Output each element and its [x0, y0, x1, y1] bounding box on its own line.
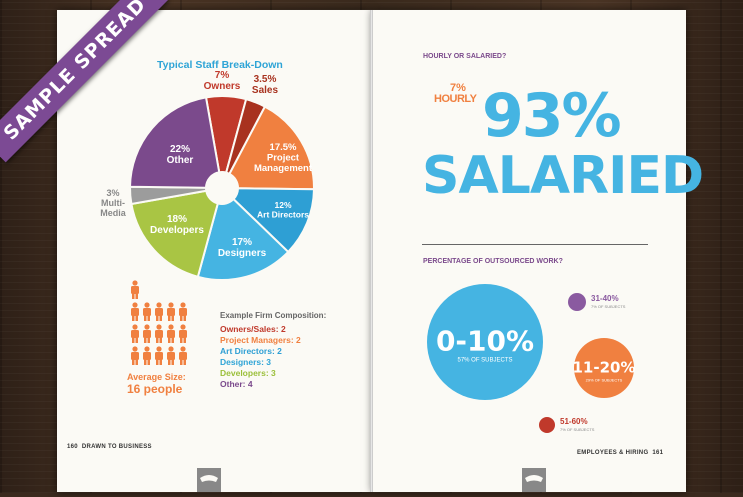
salaried-percent: 93%	[482, 81, 622, 151]
person-icon	[167, 324, 175, 343]
composition-title: Example Firm Composition:	[220, 311, 327, 320]
hourly-label: HOURLY	[434, 93, 477, 105]
person-icon	[143, 302, 151, 321]
bubble-sublabel: 7% OF SUBJECTS	[591, 304, 626, 309]
pie-slice-project-management	[228, 105, 315, 191]
bubble-31-40	[568, 293, 586, 311]
bubble-0-10	[427, 284, 543, 400]
bubble-label: 0-10%	[436, 324, 534, 357]
right-page: HOURLY OR SALARIED? 7% HOURLY 93% SALARI…	[372, 10, 704, 492]
pie-title: Typical Staff Break-Down	[157, 59, 283, 71]
person-icon	[179, 324, 187, 343]
composition-item: Developers: 3	[220, 368, 276, 378]
bubble-label: 51-60%	[560, 417, 588, 426]
composition-item: Project Managers: 2	[220, 335, 301, 345]
bubble-11-20	[574, 338, 634, 398]
bubble-51-60	[539, 417, 555, 433]
bubble-sublabel: 29% OF SUBJECTS	[586, 378, 623, 383]
person-icon	[179, 302, 187, 321]
person-icon	[131, 324, 139, 343]
logo-mask-icon	[522, 468, 546, 492]
footer-page-number: EMPLOYEES & HIRING 161	[577, 450, 664, 456]
pie-slice-other	[128, 96, 221, 189]
person-icon	[131, 346, 139, 365]
bubble-label: 11-20%	[572, 359, 635, 377]
average-size-value: 16 people	[127, 382, 183, 396]
person-icon	[131, 302, 139, 321]
pie-slice-developers	[130, 189, 220, 279]
question-hourly-salaried: HOURLY OR SALARIED?	[423, 53, 507, 60]
pie-label: 7% Owners	[204, 70, 241, 92]
hourly-percent: 7%	[450, 82, 466, 94]
pie-label: 12% Art Directors	[257, 200, 309, 220]
person-icon	[155, 302, 163, 321]
composition-item: Art Directors: 2	[220, 346, 282, 356]
person-icon	[143, 346, 151, 365]
staff-pie-chart: 7% Owners 3.5% Sales 17.5% Project Management 1…	[100, 70, 316, 281]
person-icon	[179, 346, 187, 365]
person-icon	[155, 346, 163, 365]
footer-page-number: 160 DRAWN TO BUSINESS	[67, 444, 152, 450]
pie-label: 17.5% Project Management	[254, 142, 313, 174]
sample-banner-wrap: SAMPLE SPREAD	[0, 0, 200, 200]
pie-label: 3.5% Sales	[252, 74, 279, 96]
bubble-sublabel: 57% OF SUBJECTS	[457, 357, 512, 363]
composition-item: Other: 4	[220, 379, 253, 389]
composition-list: Owners/Sales: 2 Project Managers: 2 Art Di…	[220, 324, 301, 390]
pie-slice-designers	[196, 197, 290, 281]
bubble-sublabel: 7% OF SUBJECTS	[560, 427, 595, 432]
divider-rule	[422, 244, 648, 245]
salaried-label: SALARIED	[422, 146, 704, 206]
pie-label: 22% Other	[167, 144, 194, 166]
sample-spread-banner: SAMPLE SPREAD	[0, 0, 169, 163]
outsourced-bubble-chart: 0-10%57% OF SUBJECTS 11-20%29% OF SUBJECT…	[427, 284, 636, 433]
person-icon	[167, 346, 175, 365]
person-icon	[155, 324, 163, 343]
bubble-label: 31-40%	[591, 294, 619, 303]
pie-slice-art-directors	[232, 187, 316, 254]
person-icon	[143, 324, 151, 343]
pie-label: 17% Designers	[218, 237, 267, 259]
average-size-label: Average Size:	[127, 372, 186, 382]
composition-item: Designers: 3	[220, 357, 272, 367]
question-outsourced: PERCENTAGE OF OUTSOURCED WORK?	[423, 258, 563, 265]
people-icon-grid	[131, 280, 187, 365]
pie-label: 3% Multi-Media	[100, 188, 127, 218]
composition-item: Owners/Sales: 2	[220, 324, 286, 334]
person-icon	[131, 280, 139, 299]
pie-label: 18% Developers	[150, 214, 204, 236]
logo-mask-icon	[197, 468, 221, 492]
book-spine	[370, 10, 373, 492]
person-icon	[167, 302, 175, 321]
